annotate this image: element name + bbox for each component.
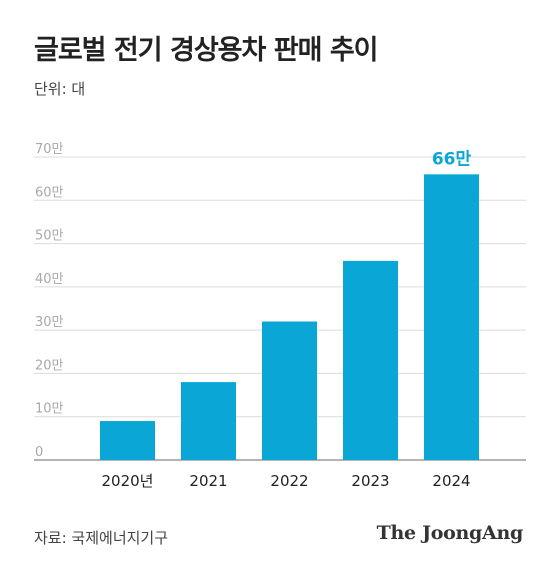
y-tick-label: 10만: [35, 402, 64, 417]
bar: [100, 421, 155, 460]
x-tick-label: 2020년: [102, 472, 154, 490]
y-tick-label: 30만: [35, 315, 64, 330]
unit-label: 단위: 대: [34, 80, 86, 98]
bar: [262, 321, 317, 460]
y-tick-label: 60만: [35, 185, 64, 200]
x-tick-label: 2024: [432, 472, 470, 490]
bar: [181, 382, 236, 460]
x-tick-label: 2022: [270, 472, 308, 490]
y-axis-tick-labels: 0 10만 20만 30만 40만 50만 60만 70만: [35, 142, 64, 460]
y-tick-label: 0: [35, 445, 43, 460]
x-axis-tick-labels: 2020년 2021 2022 2023 2024: [102, 472, 471, 490]
y-tick-label: 40만: [35, 272, 64, 287]
bar-chart: 0 10만 20만 30만 40만 50만 60만 70만 2020년 2021 2022 2023…: [34, 142, 526, 490]
bars: [100, 174, 479, 461]
brand-logo: The JoongAng: [376, 522, 524, 544]
chart-title: 글로벌 전기 경상용차 판매 추이: [34, 35, 379, 66]
bar: [424, 174, 479, 461]
data-label: 66만: [432, 149, 472, 169]
data-labels: 66만: [432, 149, 472, 169]
bar: [343, 260, 398, 460]
y-tick-label: 50만: [35, 229, 64, 244]
source-note: 자료: 국제에너지기구: [34, 529, 169, 547]
y-tick-label: 70만: [35, 142, 64, 157]
y-tick-label: 20만: [35, 358, 64, 373]
x-tick-label: 2021: [189, 472, 227, 490]
x-tick-label: 2023: [351, 472, 389, 490]
